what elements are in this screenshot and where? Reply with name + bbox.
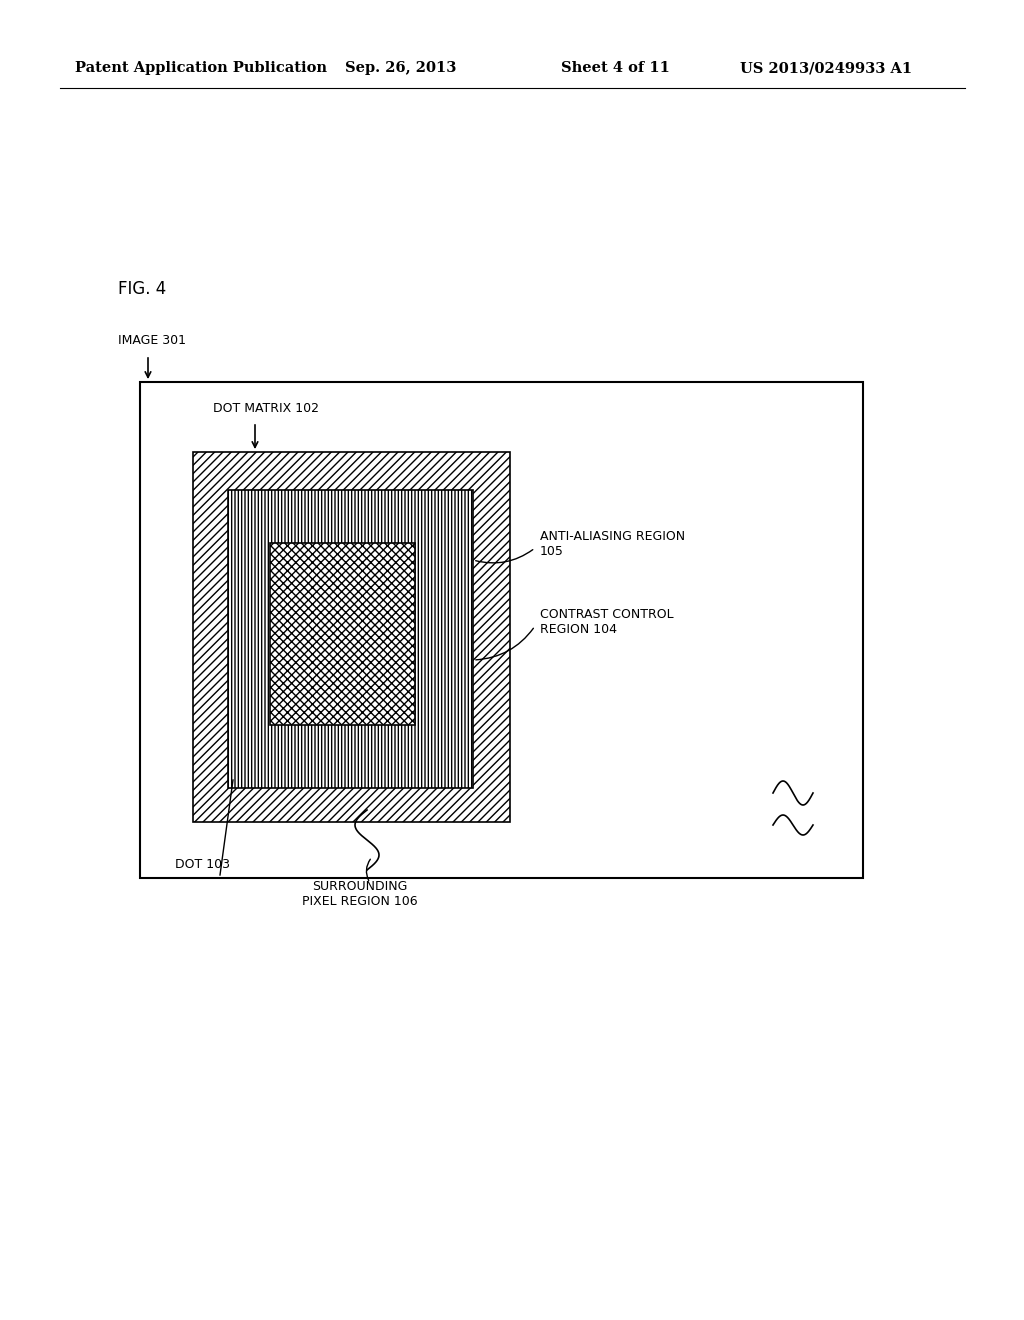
Text: DOT 103: DOT 103 (175, 858, 230, 871)
Text: ANTI-ALIASING REGION
105: ANTI-ALIASING REGION 105 (540, 531, 685, 558)
Text: SURROUNDING
PIXEL REGION 106: SURROUNDING PIXEL REGION 106 (302, 880, 418, 908)
Text: FIG. 4: FIG. 4 (118, 280, 166, 298)
Text: IMAGE 301: IMAGE 301 (118, 334, 186, 347)
Bar (140, 381, 863, 878)
Text: CONTRAST CONTROL
REGION 104: CONTRAST CONTROL REGION 104 (540, 609, 674, 636)
Bar (193, 451, 510, 822)
Text: Patent Application Publication: Patent Application Publication (75, 61, 327, 75)
Text: US 2013/0249933 A1: US 2013/0249933 A1 (740, 61, 912, 75)
Bar (228, 490, 473, 788)
Text: DOT MATRIX 102: DOT MATRIX 102 (213, 403, 319, 414)
Bar (270, 543, 415, 725)
Text: Sheet 4 of 11: Sheet 4 of 11 (561, 61, 670, 75)
Text: Sep. 26, 2013: Sep. 26, 2013 (345, 61, 457, 75)
